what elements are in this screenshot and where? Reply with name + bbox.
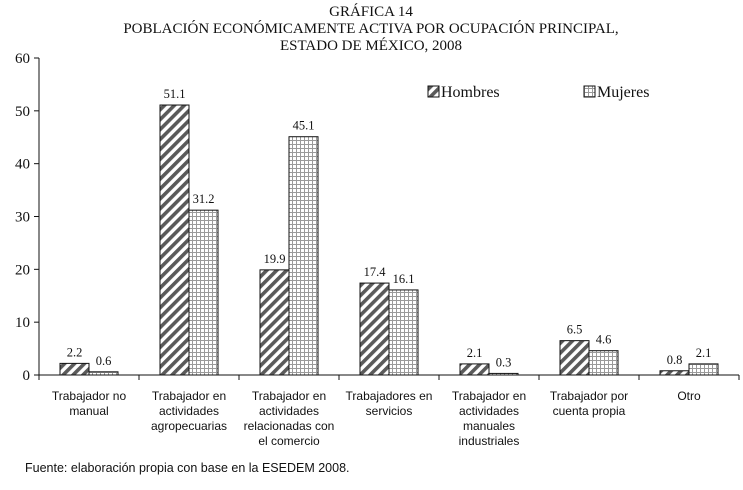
y-tick-label: 40 <box>15 157 30 173</box>
value-label-hombres-7: 0.8 <box>667 353 683 367</box>
y-tick-label: 10 <box>15 315 30 331</box>
category-label-5: industriales <box>459 434 520 448</box>
value-label-hombres-3: 19.9 <box>264 252 286 266</box>
category-label-3: el comercio <box>258 434 320 448</box>
y-tick-label: 20 <box>15 262 30 278</box>
legend: Hombres Mujeres <box>427 84 649 101</box>
bar-mujeres-2 <box>188 209 219 376</box>
bar-mujeres-4 <box>388 289 419 376</box>
bar-mujeres-6 <box>588 350 619 376</box>
value-label-mujeres-7: 2.1 <box>696 346 712 360</box>
category-label-2: agropecuarias <box>151 419 227 433</box>
bar-mujeres-7 <box>688 363 719 376</box>
category-label-1: manual <box>69 404 108 418</box>
bar-hombres-6 <box>559 340 590 376</box>
category-label-4: Trabajadores en <box>346 389 433 403</box>
value-label-hombres-2: 51.1 <box>164 87 186 101</box>
value-label-mujeres-3: 45.1 <box>293 119 315 133</box>
value-label-mujeres-1: 0.6 <box>96 354 112 368</box>
chart-title: GRÁFICA 14 POBLACIÓN ECONÓMICAMENTE ACTI… <box>123 3 618 54</box>
value-label-hombres-1: 2.2 <box>67 345 83 359</box>
category-label-3: relacionadas con <box>244 419 335 433</box>
y-tick-label: 0 <box>23 368 31 384</box>
chart-title-line-1: GRÁFICA 14 <box>329 3 413 20</box>
category-label-1: Trabajador no <box>52 389 127 403</box>
bar-mujeres-3 <box>288 136 319 376</box>
chart-title-line-2: POBLACIÓN ECONÓMICAMENTE ACTIVA POR OCUP… <box>123 20 618 37</box>
legend-swatch-hombres <box>427 85 440 98</box>
category-label-7: Otro <box>677 389 701 403</box>
category-label-6: Trabajador por <box>550 389 628 403</box>
value-label-mujeres-4: 16.1 <box>393 272 415 286</box>
category-label-6: cuenta propia <box>553 404 626 418</box>
y-tick-label: 30 <box>15 210 30 226</box>
category-label-5: actividades <box>459 404 519 418</box>
bar-hombres-3 <box>259 269 290 376</box>
value-label-hombres-4: 17.4 <box>364 265 387 279</box>
value-label-mujeres-6: 4.6 <box>596 333 612 347</box>
bar-hombres-2 <box>159 104 190 376</box>
bar-hombres-5 <box>459 363 490 376</box>
legend-item-mujeres: Mujeres <box>583 84 649 101</box>
x-axis <box>38 374 740 380</box>
category-label-3: actividades <box>259 404 319 418</box>
category-label-2: Trabajador en <box>152 389 226 403</box>
bar-hombres-7 <box>659 370 690 376</box>
bars <box>59 104 719 376</box>
legend-swatch-mujeres <box>583 85 596 98</box>
chart-title-line-3: ESTADO DE MÉXICO, 2008 <box>280 37 462 54</box>
value-label-hombres-6: 6.5 <box>567 323 583 337</box>
value-labels: 2.2 51.1 19.9 17.4 2.1 6.5 0.8 0.6 31.2 45.1 16.1 0… <box>67 87 712 369</box>
bar-hombres-4 <box>359 282 390 376</box>
category-label-5: manuales <box>463 419 515 433</box>
y-tick-label: 50 <box>15 104 30 120</box>
y-axis: 0 10 20 30 40 50 60 <box>15 51 40 384</box>
category-label-4: servicios <box>366 404 413 418</box>
value-label-mujeres-5: 0.3 <box>496 355 512 369</box>
legend-item-hombres: Hombres <box>427 84 500 101</box>
category-label-2: actividades <box>159 404 219 418</box>
legend-label-hombres: Hombres <box>441 84 500 101</box>
value-label-hombres-5: 2.1 <box>467 346 483 360</box>
value-label-mujeres-2: 31.2 <box>193 192 215 206</box>
source-note: Fuente: elaboración propia con base en l… <box>25 461 350 475</box>
category-label-3: Trabajador en <box>252 389 326 403</box>
bar-hombres-1 <box>59 362 90 376</box>
y-tick-label: 60 <box>15 51 30 67</box>
category-label-5: Trabajador en <box>452 389 526 403</box>
legend-label-mujeres: Mujeres <box>597 84 649 101</box>
